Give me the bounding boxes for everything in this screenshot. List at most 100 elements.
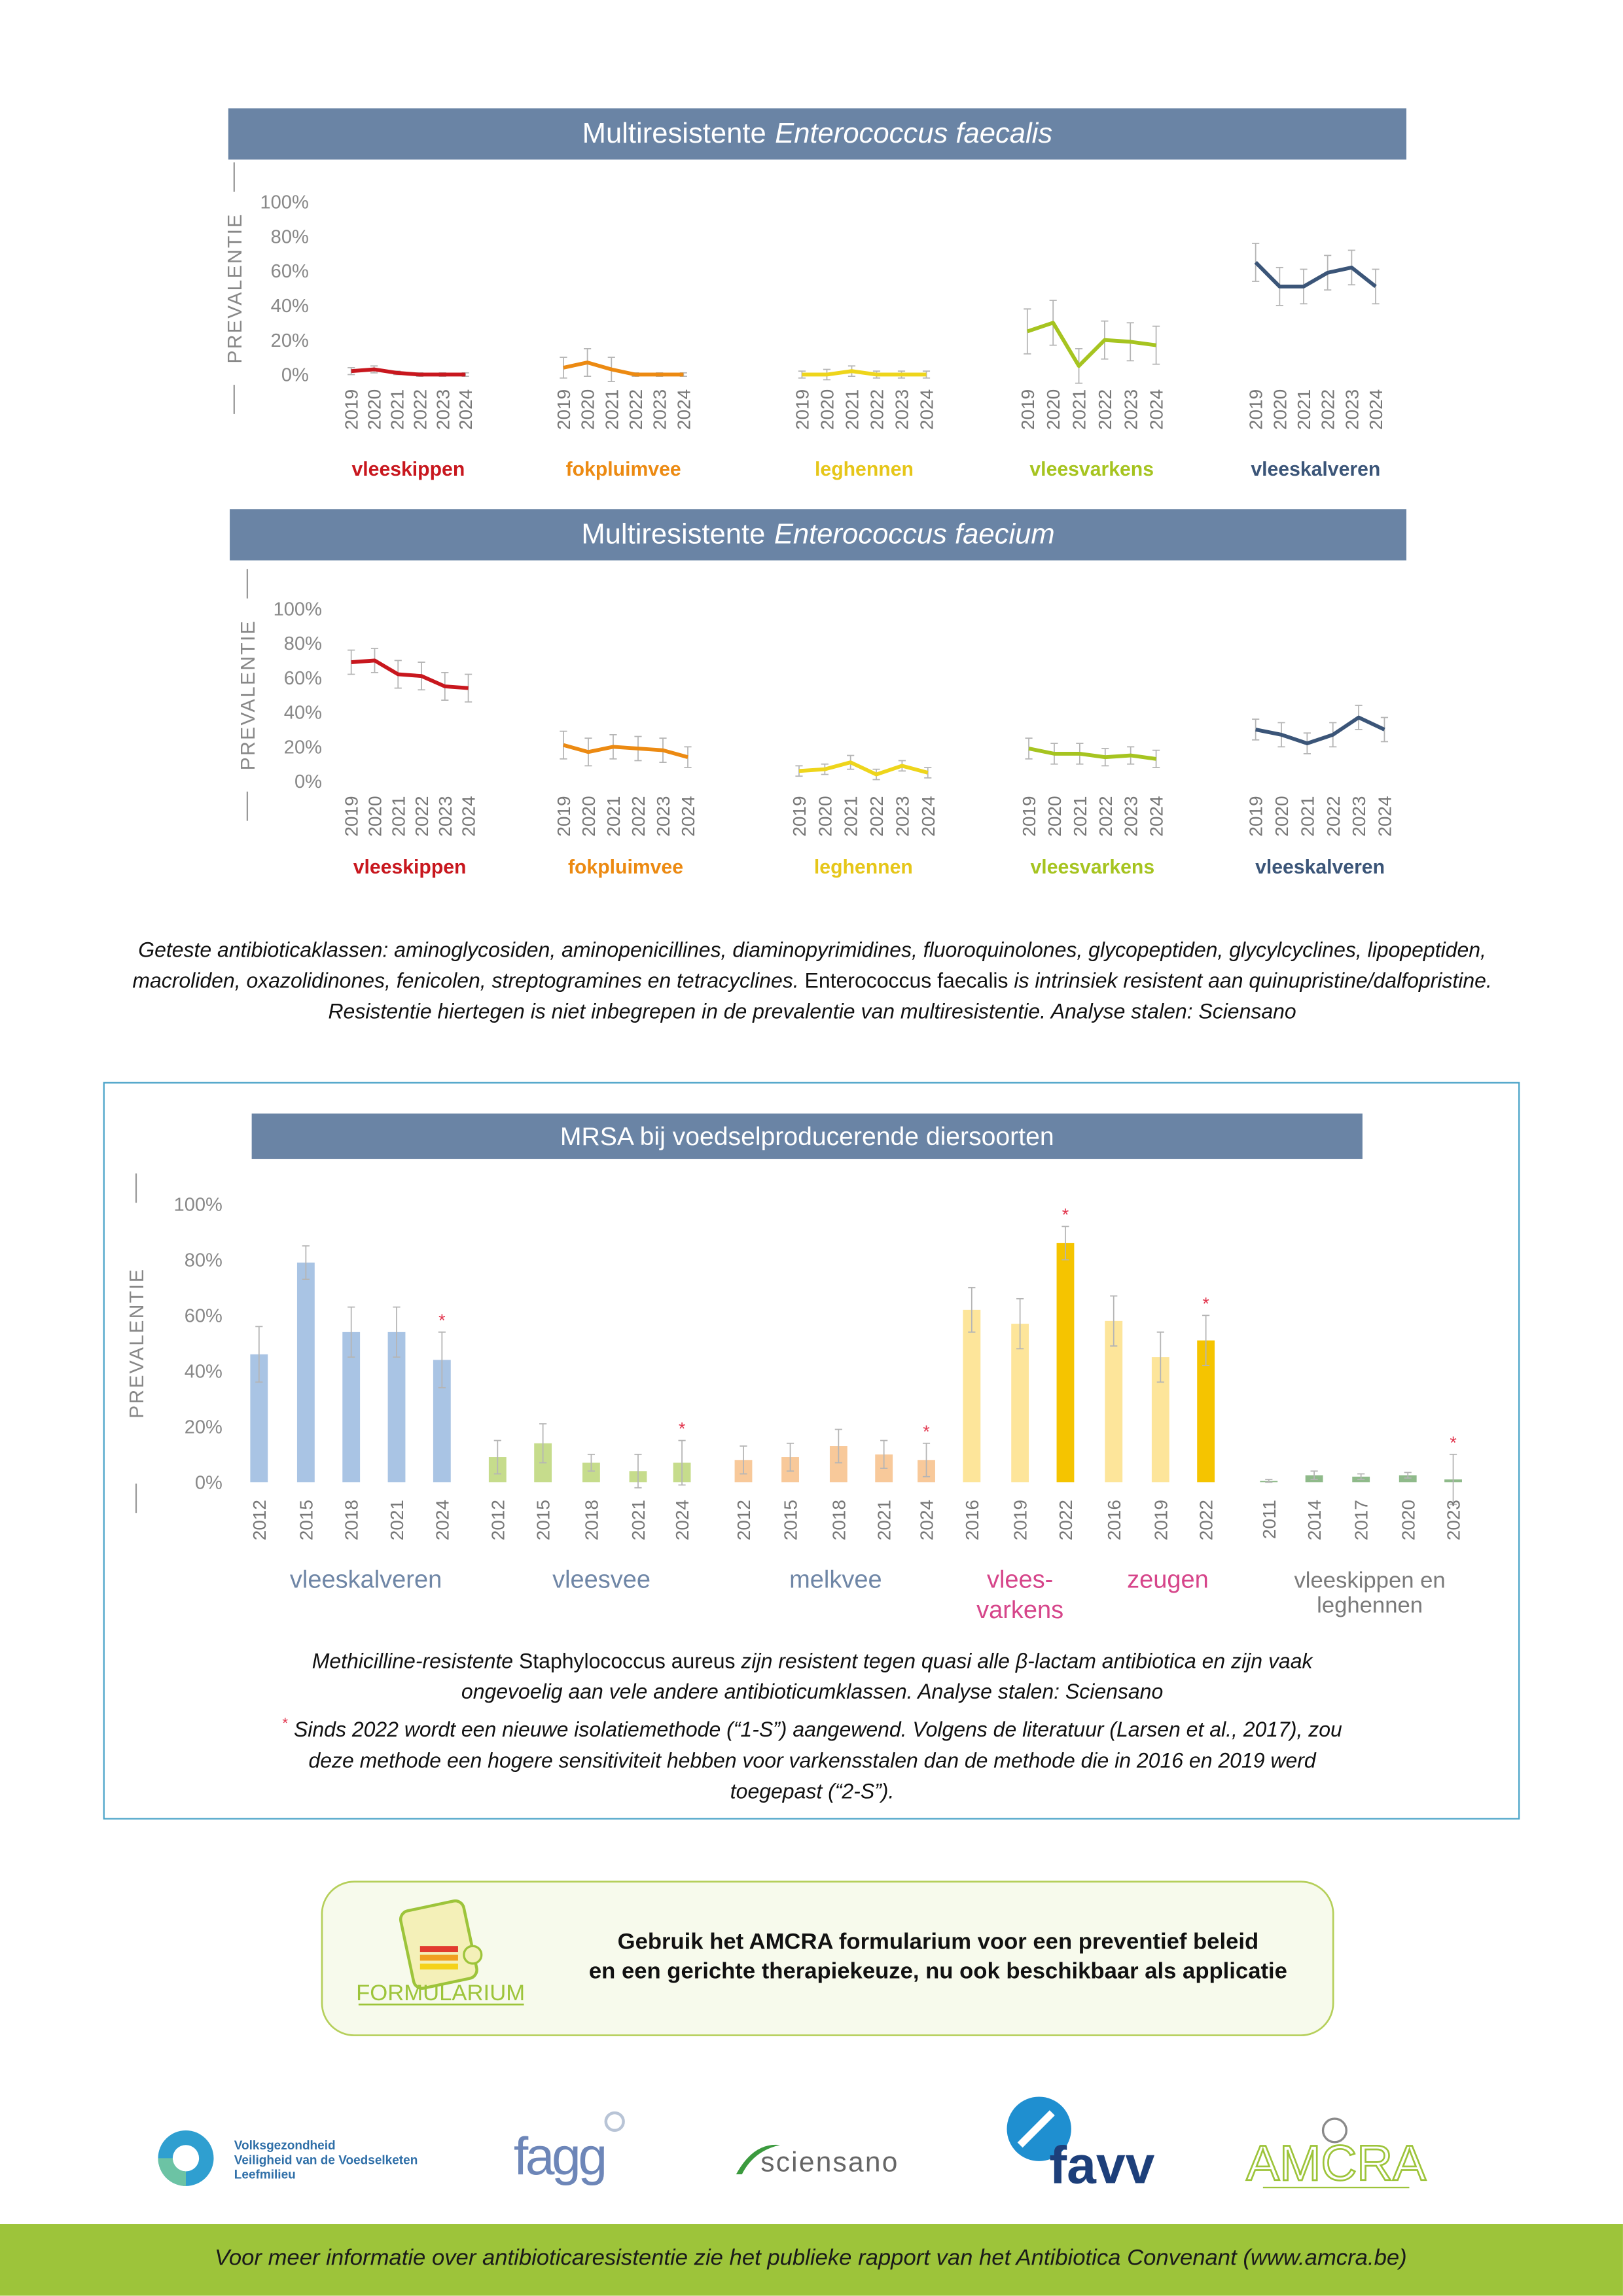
mrsa-frame [103,1082,1520,1820]
banner-text: en een gerichte therapiekeuze, nu ook be… [589,1958,1287,1983]
y-tick-label: 60% [284,668,322,689]
mrsa-note-paragraph: * Sinds 2022 wordt een nieuwe isolatieme… [264,1709,1361,1809]
y-tick-label: 40% [284,703,322,724]
x-tick-label: 2021 [1294,389,1314,430]
x-tick-label: 2022 [866,796,887,836]
group-label: leghennen [815,459,914,480]
series-line [1028,747,1156,761]
x-tick-label: 2024 [918,796,938,836]
series-line [351,367,466,377]
x-tick-label: 2015 [781,1500,801,1540]
x-tick-label: 2022 [1096,796,1116,836]
favv-logo [1007,2096,1071,2161]
group-label: vleesvarkens [1031,857,1155,878]
series-line [351,658,469,690]
x-tick-label: 2023 [892,389,912,430]
x-tick-label: 2024 [1147,796,1167,836]
series-line [563,743,688,759]
y-axis-label: PREVALENTIE [126,1268,148,1419]
x-tick-label: 2018 [581,1500,601,1540]
y-tick-label: 80% [185,1250,223,1271]
x-tick-label: 2020 [815,796,835,836]
y-tick-label: 0% [281,365,309,386]
group-label: melkvee [789,1566,882,1593]
bar [1399,1475,1417,1483]
formularium-icon [358,1899,524,2005]
x-tick-label: 2016 [962,1500,982,1540]
x-tick-label: 2024 [1147,389,1167,430]
note-run: is intrinsiek resistent aan quinupristin… [328,970,1492,1025]
amcra-logo [1262,2117,1410,2189]
group-label: vleeskalveren [1255,857,1385,878]
fagg-logo [604,2111,625,2132]
note-run: Sinds 2022 wordt een nieuwe isolatiemeth… [288,1719,1342,1804]
y-tick-label: 20% [284,737,322,758]
y-tick-label: 40% [271,296,309,317]
x-tick-label: 2021 [841,796,861,836]
fod-logo-text: Leefmilieu [234,2168,296,2182]
x-tick-label: 2024 [459,796,479,836]
group-label: vlees- [987,1566,1053,1593]
x-tick-label: 2021 [628,1500,649,1540]
x-tick-label: 2023 [1342,389,1362,430]
x-tick-label: 2020 [365,796,385,836]
y-tick-label: 0% [294,771,322,792]
x-tick-label: 2021 [601,389,622,430]
x-tick-label: 2019 [1010,1500,1031,1540]
footer-text: Voor meer informatie over antibioticares… [215,2246,1407,2270]
group-label: vleesvee [552,1566,651,1593]
group-label: vleeskalveren [1251,459,1380,480]
series-line [1255,715,1385,745]
note-run: zijn resistent tegen quasi alle β-lactam… [461,1650,1313,1705]
chart-title: Multiresistente Enterococcus faecalis [582,118,1053,149]
x-tick-label: 2019 [1246,796,1266,836]
x-tick-label: 2024 [672,1500,692,1540]
flag-symbol: * [1450,1433,1457,1453]
x-tick-label: 2024 [432,1500,452,1540]
chart-title-text: Multiresistente [582,118,766,149]
x-tick-label: 2023 [435,796,455,836]
bar [296,1262,315,1483]
x-tick-label: 2020 [1398,1500,1418,1540]
x-tick-label: 2019 [1150,1500,1171,1540]
formularium-label: FORMULARIUM [356,1981,525,2005]
x-tick-label: 2016 [1104,1500,1124,1540]
x-tick-label: 2019 [554,389,574,430]
group-label: leghennen [814,857,913,878]
x-tick-label: 2022 [1196,1500,1217,1540]
group-label: vleeskippen en [1294,1568,1445,1593]
x-tick-label: 2015 [296,1500,316,1540]
x-tick-label: 2020 [817,389,838,430]
x-tick-label: 2024 [1375,796,1395,836]
x-tick-label: 2012 [488,1500,508,1540]
x-tick-label: 2015 [533,1500,554,1540]
x-tick-label: 2019 [1019,796,1039,836]
footer-band [0,2224,1623,2296]
x-tick-label: 2021 [388,796,408,836]
x-tick-label: 2024 [917,1500,937,1540]
x-tick-label: 2024 [673,389,694,430]
y-tick-label: 60% [271,261,309,282]
y-tick-label: 100% [174,1194,223,1215]
y-tick-label: 40% [185,1361,223,1382]
x-tick-label: 2022 [1095,389,1115,430]
x-tick-label: 2021 [1069,389,1090,430]
amcra-logo-text: AMCRA [1246,2136,1426,2191]
x-tick-label: 2021 [387,1500,407,1540]
sciensano-logo [736,2144,780,2174]
fagg-logo-text: fagg [514,2127,605,2186]
x-tick-label: 2022 [628,796,649,836]
series-line [802,369,927,377]
y-tick-label: 100% [260,192,308,213]
x-tick-label: 2021 [1297,796,1317,836]
flag-symbol: * [923,1422,930,1441]
x-tick-label: 2023 [1349,796,1369,836]
note-run: Enterococcus faecalis [804,970,1008,994]
x-tick-label: 2023 [433,389,453,430]
y-axis-label: PREVALENTIE [238,620,259,770]
x-tick-label: 2022 [1318,389,1338,430]
y-tick-label: 100% [274,599,322,620]
chart-title-text: Multiresistente [581,519,765,550]
group-label: zeugen [1127,1566,1209,1593]
